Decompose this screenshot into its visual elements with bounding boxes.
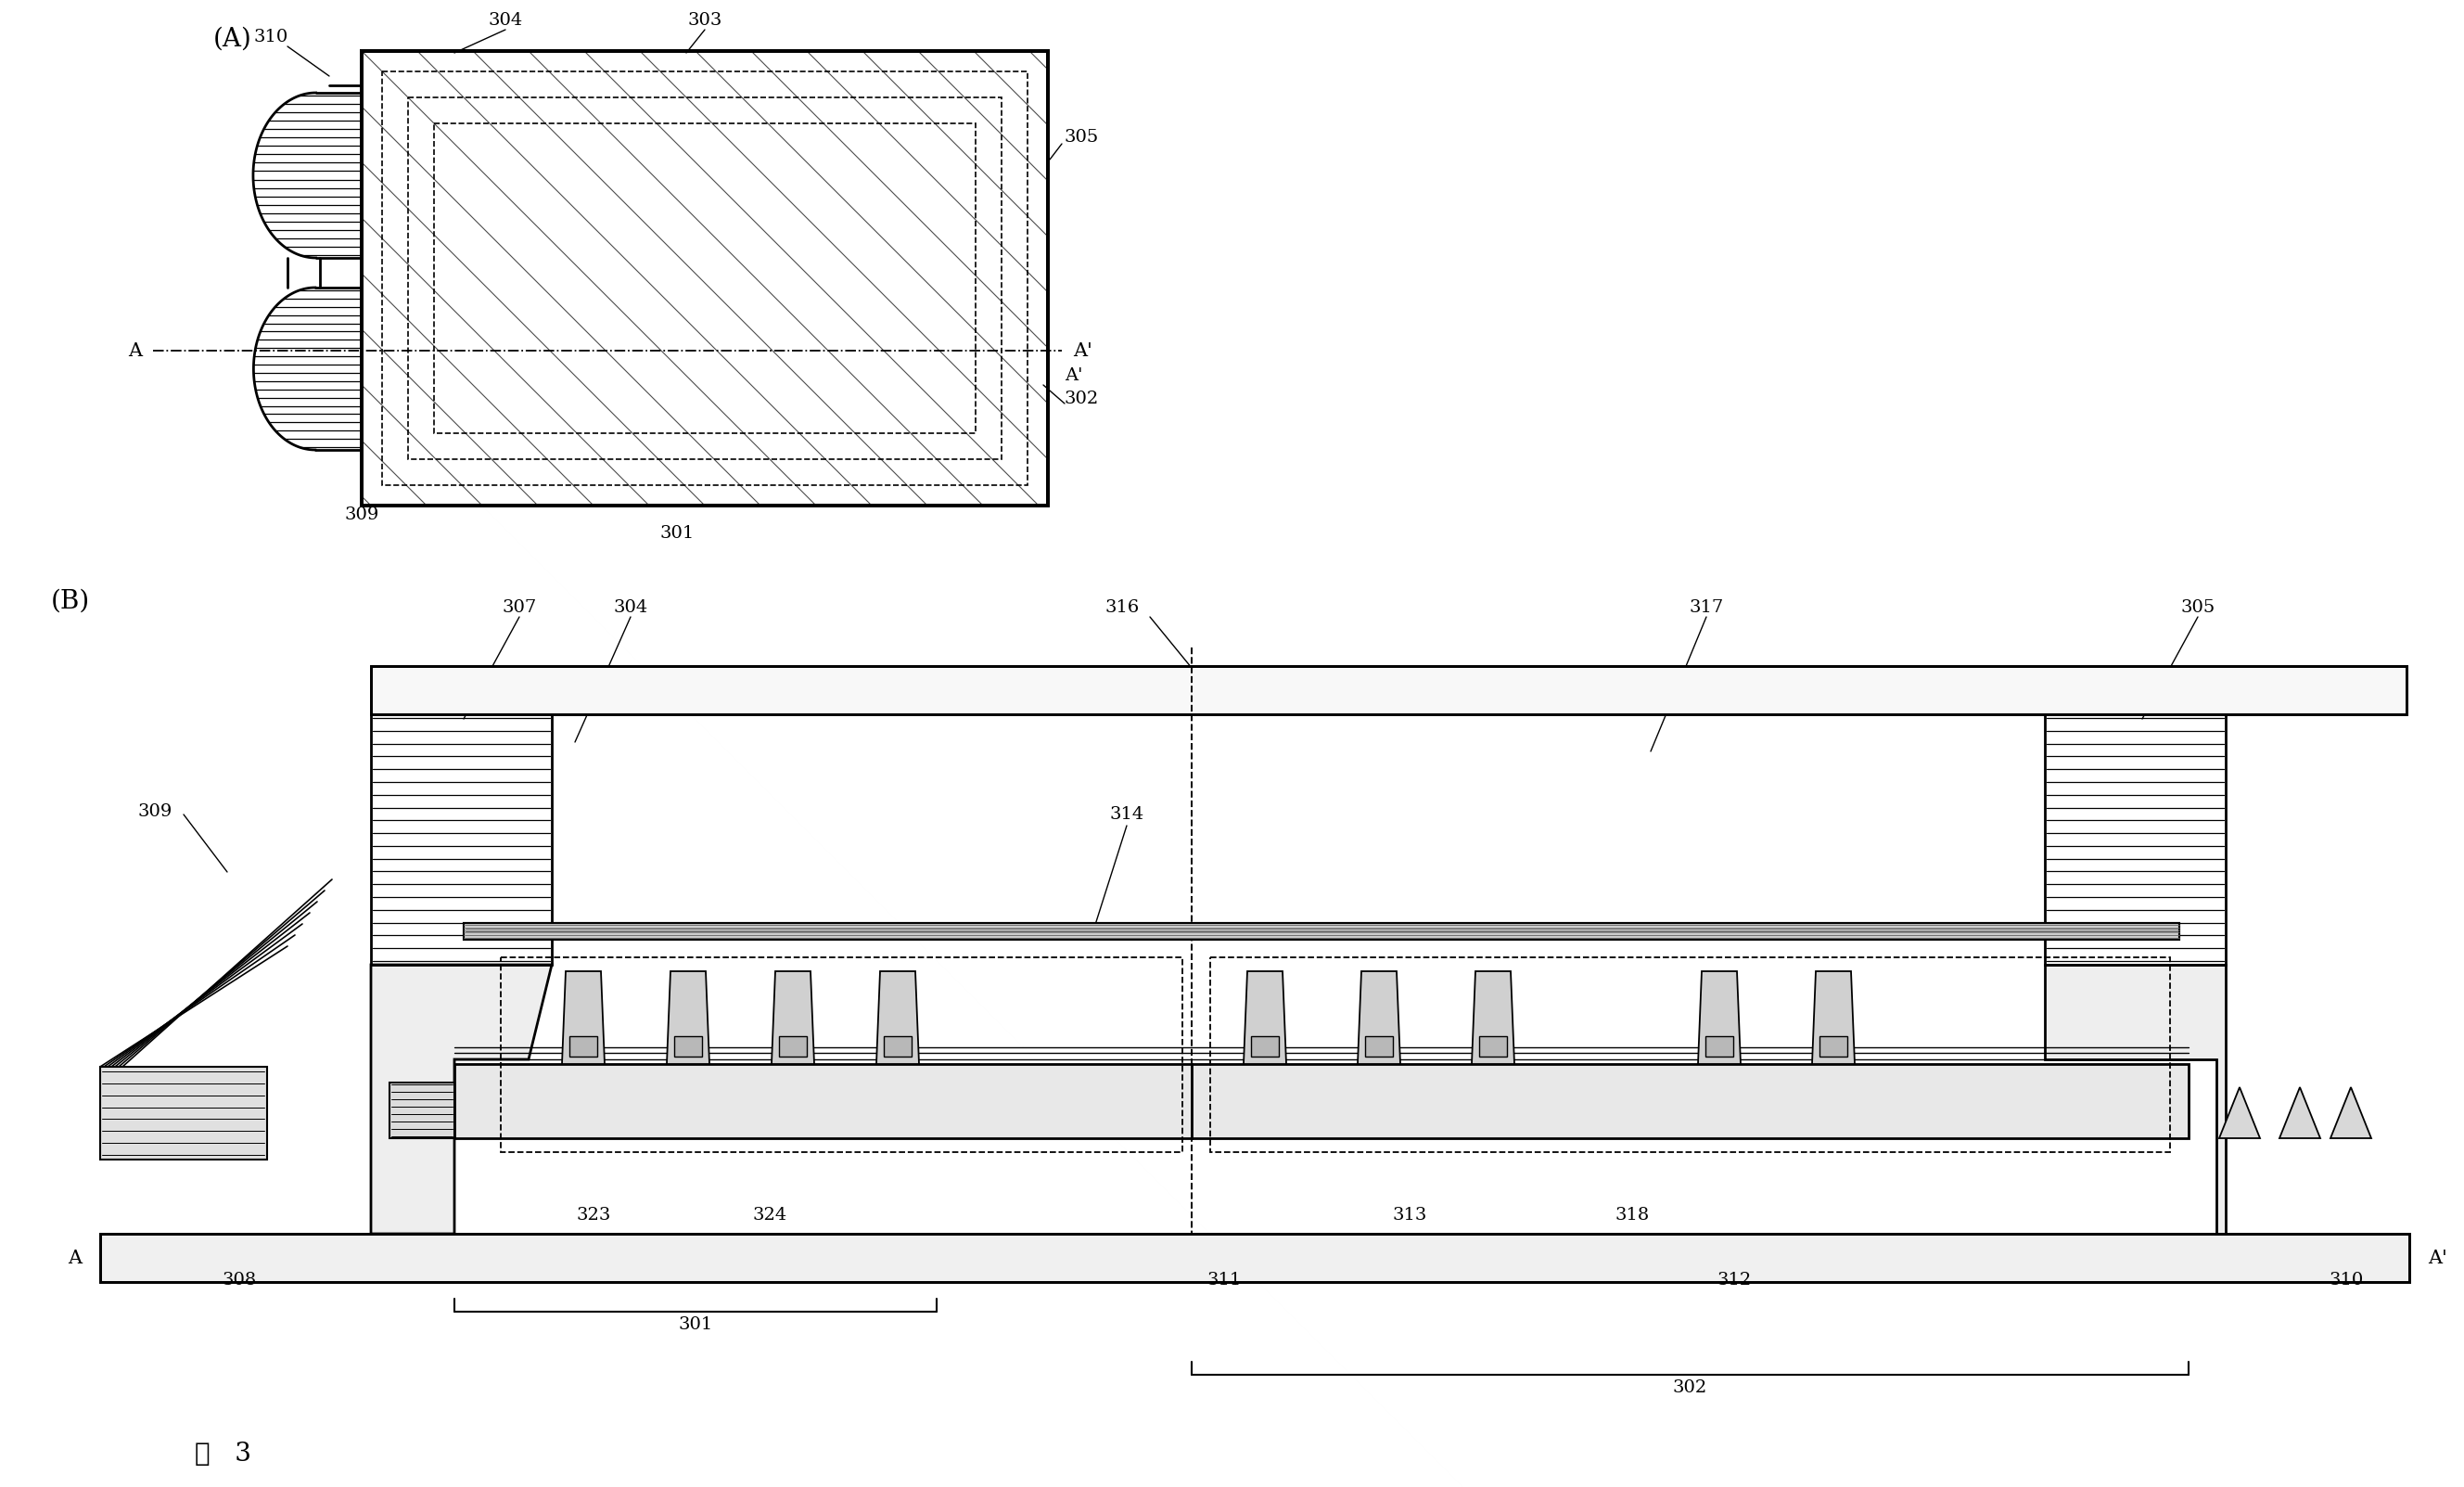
- Bar: [382, 71, 1027, 485]
- Bar: [500, 958, 1183, 1152]
- Text: 314: 314: [1109, 806, 1143, 822]
- Bar: [463, 923, 2178, 940]
- Text: (A): (A): [214, 27, 251, 52]
- Bar: [1365, 1036, 1392, 1057]
- Text: 311: 311: [1207, 1271, 1242, 1289]
- Bar: [1705, 1036, 1732, 1057]
- Bar: [885, 1036, 912, 1057]
- Text: 323: 323: [577, 1207, 611, 1224]
- Polygon shape: [771, 971, 813, 1065]
- Text: 301: 301: [660, 525, 695, 541]
- Bar: [2045, 714, 2225, 965]
- Polygon shape: [2045, 965, 2225, 1234]
- Polygon shape: [1358, 971, 1400, 1065]
- Polygon shape: [2220, 1087, 2259, 1138]
- Text: A': A': [2427, 1249, 2447, 1267]
- Text: 308: 308: [222, 1271, 256, 1289]
- Text: A: A: [67, 1249, 81, 1267]
- Text: 310: 310: [254, 28, 288, 46]
- Text: 304: 304: [614, 599, 648, 616]
- Text: A': A': [1064, 367, 1082, 384]
- Polygon shape: [1244, 971, 1286, 1065]
- Text: 305: 305: [1064, 129, 1099, 146]
- Text: 318: 318: [1614, 1207, 1648, 1224]
- Text: 316: 316: [1104, 599, 1138, 616]
- Text: 309: 309: [345, 507, 379, 523]
- Bar: [101, 1066, 266, 1160]
- Bar: [372, 666, 2407, 714]
- Text: 307: 307: [503, 599, 537, 616]
- Text: 301: 301: [678, 1316, 712, 1332]
- Polygon shape: [1811, 971, 1855, 1065]
- Text: 305: 305: [2181, 599, 2215, 616]
- Bar: [101, 1234, 2410, 1282]
- Text: 313: 313: [1392, 1207, 1427, 1224]
- Text: 302: 302: [1673, 1380, 1708, 1396]
- Bar: [463, 923, 2178, 940]
- Bar: [372, 666, 2407, 714]
- Text: 310: 310: [2328, 1271, 2363, 1289]
- Text: 317: 317: [1690, 599, 1725, 616]
- Bar: [569, 1036, 596, 1057]
- Polygon shape: [1471, 971, 1515, 1065]
- Bar: [101, 1234, 2410, 1282]
- Bar: [389, 1083, 453, 1138]
- Bar: [362, 51, 1047, 506]
- Text: (B): (B): [52, 589, 91, 614]
- Bar: [779, 1036, 806, 1057]
- Text: 312: 312: [1717, 1271, 1752, 1289]
- Bar: [362, 51, 1047, 506]
- Bar: [434, 123, 976, 433]
- Text: 图   3: 图 3: [195, 1442, 251, 1468]
- Bar: [372, 714, 552, 965]
- Bar: [675, 1036, 702, 1057]
- Text: 303: 303: [687, 12, 722, 28]
- Text: A: A: [128, 342, 143, 360]
- Polygon shape: [1698, 971, 1740, 1065]
- Bar: [1818, 1036, 1848, 1057]
- Bar: [1252, 1036, 1279, 1057]
- Polygon shape: [372, 965, 552, 1234]
- Text: 309: 309: [138, 803, 172, 819]
- Bar: [1478, 1036, 1508, 1057]
- Bar: [1193, 1065, 2188, 1138]
- Polygon shape: [668, 971, 710, 1065]
- Text: A': A': [1072, 342, 1092, 360]
- Text: 302: 302: [1064, 391, 1099, 407]
- Polygon shape: [877, 971, 919, 1065]
- Bar: [1210, 958, 2171, 1152]
- Text: 304: 304: [488, 12, 522, 28]
- Polygon shape: [562, 971, 604, 1065]
- Text: 324: 324: [752, 1207, 786, 1224]
- Bar: [409, 98, 1000, 459]
- Polygon shape: [2279, 1087, 2321, 1138]
- Polygon shape: [2331, 1087, 2370, 1138]
- Bar: [453, 1065, 1193, 1138]
